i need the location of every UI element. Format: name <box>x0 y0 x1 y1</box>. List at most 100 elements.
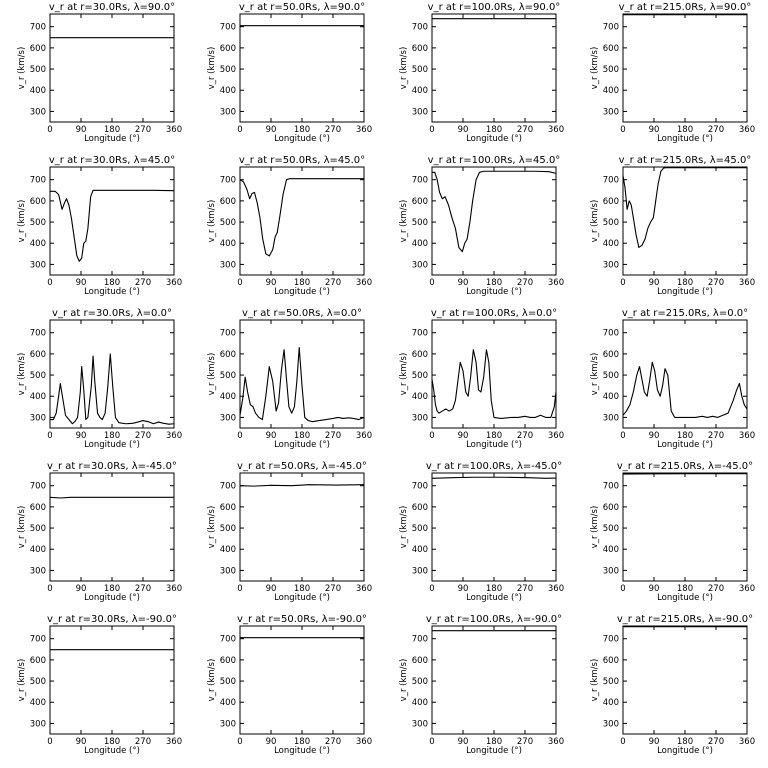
chart-panel: v_r at r=100.0Rs, λ=-90.0° 0 90 180 270 360 30… <box>382 612 572 764</box>
y-tick-label: 300 <box>603 719 619 729</box>
y-tick-label: 500 <box>603 218 619 228</box>
y-tick-label: 300 <box>220 413 236 423</box>
x-tick-label: 0 <box>47 737 52 747</box>
chart-svg: v_r at r=30.0Rs, λ=90.0° 0 90 180 270 360 300 4… <box>17 2 182 144</box>
chart-panel: v_r at r=100.0Rs, λ=90.0° 0 90 180 270 360 300… <box>382 0 572 152</box>
y-axis-label: v_r (km/s) <box>399 659 409 702</box>
x-axis-label: Longitude (°) <box>657 134 713 144</box>
y-tick-label: 500 <box>412 371 428 381</box>
y-tick-label: 600 <box>220 350 236 360</box>
x-tick-label: 90 <box>76 584 87 594</box>
x-tick-label: 360 <box>166 431 182 441</box>
x-axis-label: Longitude (°) <box>274 440 330 450</box>
x-tick-label: 0 <box>237 125 242 135</box>
y-axis-label: v_r (km/s) <box>17 506 27 549</box>
y-tick-label: 400 <box>30 392 46 402</box>
y-tick-label: 600 <box>603 503 619 513</box>
chart-svg: v_r at r=215.0Rs, λ=90.0° 0 90 180 270 360 300… <box>590 2 755 144</box>
chart-svg: v_r at r=50.0Rs, λ=-45.0° 0 90 180 270 360 300… <box>207 461 372 603</box>
y-axis-label: v_r (km/s) <box>399 47 409 90</box>
x-tick-label: 270 <box>708 278 724 288</box>
x-axis-label: Longitude (°) <box>466 593 522 603</box>
x-tick-label: 180 <box>104 431 120 441</box>
x-tick-label: 360 <box>166 737 182 747</box>
y-tick-label: 300 <box>603 413 619 423</box>
x-tick-label: 270 <box>325 278 341 288</box>
chart-panel: v_r at r=100.0Rs, λ=45.0° 0 90 180 270 360 300… <box>382 153 572 305</box>
plot-frame <box>622 472 748 582</box>
x-tick-label: 270 <box>325 584 341 594</box>
chart-title: v_r at r=100.0Rs, λ=90.0° <box>428 2 561 13</box>
y-tick-label: 500 <box>220 524 236 534</box>
y-tick-label: 600 <box>412 503 428 513</box>
y-tick-label: 400 <box>220 545 236 555</box>
y-tick-label: 400 <box>220 86 236 96</box>
y-tick-label: 300 <box>30 719 46 729</box>
y-tick-label: 700 <box>412 176 428 186</box>
chart-title: v_r at r=30.0Rs, λ=90.0° <box>49 2 175 13</box>
y-tick-label: 500 <box>30 677 46 687</box>
x-tick-label: 90 <box>458 431 469 441</box>
x-tick-label: 180 <box>294 584 310 594</box>
x-tick-label: 270 <box>517 125 533 135</box>
y-tick-label: 600 <box>603 197 619 207</box>
y-tick-label: 500 <box>603 677 619 687</box>
plot-frame <box>49 13 175 123</box>
x-tick-label: 270 <box>135 278 151 288</box>
x-tick-label: 360 <box>739 125 755 135</box>
x-tick-label: 90 <box>458 584 469 594</box>
x-tick-label: 360 <box>548 431 564 441</box>
x-tick-label: 270 <box>517 737 533 747</box>
y-tick-label: 400 <box>30 239 46 249</box>
x-tick-label: 90 <box>266 278 277 288</box>
y-tick-label: 400 <box>603 545 619 555</box>
series-line <box>431 476 557 479</box>
y-axis-label: v_r (km/s) <box>17 353 27 396</box>
x-tick-label: 360 <box>356 125 372 135</box>
x-tick-label: 0 <box>429 584 434 594</box>
series-line <box>239 484 365 487</box>
x-tick-label: 360 <box>548 737 564 747</box>
y-tick-label: 400 <box>30 545 46 555</box>
chart-svg: v_r at r=100.0Rs, λ=-90.0° 0 90 180 270 360 30… <box>399 614 564 756</box>
x-tick-label: 90 <box>458 125 469 135</box>
y-tick-label: 400 <box>220 239 236 249</box>
y-tick-label: 500 <box>30 524 46 534</box>
chart-svg: v_r at r=30.0Rs, λ=0.0° 0 90 180 270 360 300 40… <box>17 308 182 450</box>
y-tick-label: 700 <box>220 482 236 492</box>
plot-frame <box>49 166 175 276</box>
y-tick-label: 700 <box>603 635 619 645</box>
plot-frame <box>622 13 748 123</box>
x-tick-label: 270 <box>325 125 341 135</box>
y-tick-label: 600 <box>30 44 46 54</box>
x-tick-label: 270 <box>517 431 533 441</box>
chart-svg: v_r at r=100.0Rs, λ=45.0° 0 90 180 270 360 300… <box>399 155 564 297</box>
x-tick-label: 90 <box>649 431 660 441</box>
x-tick-label: 360 <box>739 278 755 288</box>
y-tick-label: 300 <box>412 413 428 423</box>
x-tick-label: 270 <box>135 737 151 747</box>
y-tick-label: 500 <box>603 371 619 381</box>
x-tick-label: 0 <box>620 278 625 288</box>
x-tick-label: 270 <box>708 737 724 747</box>
x-tick-label: 360 <box>356 737 372 747</box>
y-tick-label: 700 <box>412 23 428 33</box>
chart-title: v_r at r=100.0Rs, λ=0.0° <box>431 308 557 319</box>
x-tick-label: 270 <box>135 431 151 441</box>
chart-panel: v_r at r=215.0Rs, λ=45.0° 0 90 180 270 360 300… <box>573 153 763 305</box>
y-tick-label: 300 <box>603 260 619 270</box>
y-tick-label: 700 <box>412 482 428 492</box>
x-tick-label: 180 <box>486 584 502 594</box>
x-tick-label: 90 <box>649 125 660 135</box>
y-tick-label: 300 <box>30 260 46 270</box>
chart-panel: v_r at r=100.0Rs, λ=0.0° 0 90 180 270 360 300 4… <box>382 306 572 458</box>
plot-frame <box>622 166 748 276</box>
x-tick-label: 180 <box>486 125 502 135</box>
x-tick-label: 270 <box>517 584 533 594</box>
y-tick-label: 300 <box>412 719 428 729</box>
y-tick-label: 500 <box>220 65 236 75</box>
chart-svg: v_r at r=215.0Rs, λ=-90.0° 0 90 180 270 360 30… <box>590 614 755 756</box>
x-tick-label: 180 <box>677 278 693 288</box>
x-axis-label: Longitude (°) <box>466 287 522 297</box>
series-line <box>622 167 747 249</box>
